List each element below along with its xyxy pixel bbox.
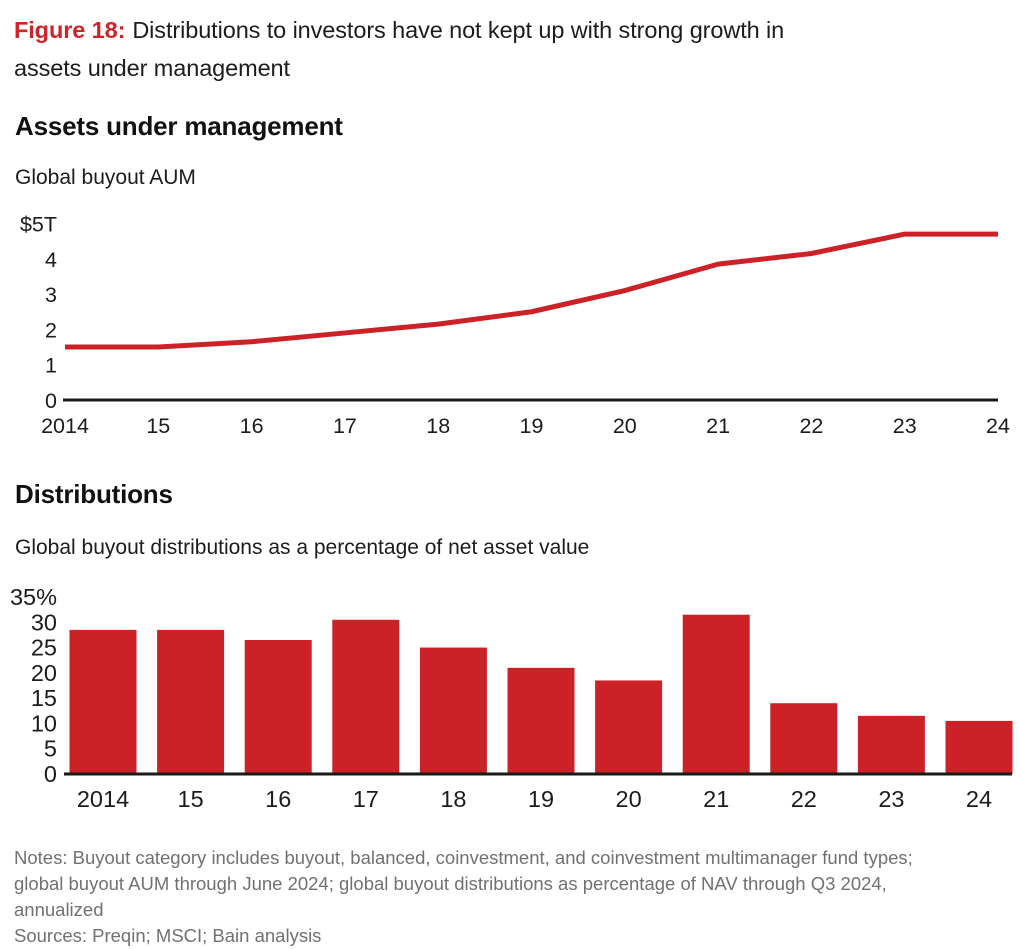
aum-y-tick-label: 2 <box>45 318 57 342</box>
distributions-chart-subtitle: Global buyout distributions as a percent… <box>15 536 590 559</box>
dist-x-tick-label: 19 <box>528 786 554 812</box>
aum-y-tick-label: 1 <box>45 354 57 378</box>
aum-x-tick-label: 20 <box>613 414 637 438</box>
dist-bar-16 <box>244 639 312 774</box>
distributions-section-heading: Distributions <box>15 479 173 509</box>
dist-x-tick-label: 2014 <box>77 786 129 812</box>
dist-y-tick-label: 0 <box>44 761 57 787</box>
aum-x-tick-label: 18 <box>426 414 450 438</box>
dist-x-tick-label: 23 <box>878 786 904 812</box>
dist-y-tick-label: 15 <box>31 685 57 711</box>
dist-x-tick-label: 20 <box>616 786 642 812</box>
dist-x-tick-label: 17 <box>353 786 379 812</box>
dist-bar-2014 <box>69 629 137 774</box>
figure-title-line2: assets under management <box>14 55 290 81</box>
footnotes: Notes: Buyout category includes buyout, … <box>14 845 1014 949</box>
dist-bar-19 <box>507 667 575 774</box>
aum-x-tick-label: 21 <box>706 414 730 438</box>
notes-line: global buyout AUM through June 2024; glo… <box>14 873 887 894</box>
aum-x-tick-label: 17 <box>333 414 357 438</box>
aum-chart-subtitle: Global buyout AUM <box>15 166 196 189</box>
dist-bar-24 <box>945 720 1013 774</box>
dist-bar-17 <box>332 619 400 774</box>
dist-x-tick-label: 24 <box>966 786 992 812</box>
dist-bar-23 <box>857 715 925 774</box>
dist-x-tick-label: 16 <box>265 786 291 812</box>
figure-title: Figure 18: Distributions to investors hav… <box>14 11 994 87</box>
aum-y-tick-label: $5T <box>20 213 57 237</box>
dist-y-tick-label: 25 <box>31 635 57 661</box>
aum-x-tick-label: 15 <box>146 414 170 438</box>
dist-y-tick-label: 20 <box>31 660 57 686</box>
dist-bar-20 <box>595 680 663 774</box>
aum-x-tick-label: 22 <box>799 414 823 438</box>
aum-y-tick-label: 3 <box>45 283 57 307</box>
dist-bar-21 <box>682 614 750 774</box>
dist-y-tick-label: 5 <box>44 736 57 762</box>
figure-number-label: Figure 18: <box>14 17 126 43</box>
aum-line <box>65 231 998 350</box>
dist-bar-15 <box>157 629 225 774</box>
dist-x-tick-label: 22 <box>791 786 817 812</box>
notes-line: annualized <box>14 899 104 920</box>
dist-y-tick-label: 35% <box>10 584 57 610</box>
dist-y-tick-label: 30 <box>31 609 57 635</box>
notes-line: Notes: Buyout category includes buyout, … <box>14 847 913 868</box>
dist-x-tick-label: 15 <box>178 786 204 812</box>
dist-y-tick-label: 10 <box>31 710 57 736</box>
aum-section-heading: Assets under management <box>15 111 343 141</box>
dist-x-tick-label: 21 <box>703 786 729 812</box>
dist-bar-18 <box>419 647 487 774</box>
dist-x-tick-label: 18 <box>440 786 466 812</box>
figure-title-text: Distributions to investors have not kept… <box>132 17 785 43</box>
figure-title-line1: Figure 18: Distributions to investors hav… <box>14 11 994 49</box>
aum-y-tick-label: 0 <box>45 389 57 413</box>
aum-x-tick-label: 23 <box>893 414 917 438</box>
aum-x-tick-label: 19 <box>520 414 544 438</box>
aum-x-tick-label: 2014 <box>41 414 89 438</box>
aum-x-tick-label: 24 <box>986 414 1010 438</box>
aum-x-tick-label: 16 <box>240 414 264 438</box>
sources-line: Sources: Preqin; MSCI; Bain analysis <box>14 925 322 946</box>
aum-y-tick-label: 4 <box>45 248 57 272</box>
dist-bar-22 <box>770 703 838 774</box>
